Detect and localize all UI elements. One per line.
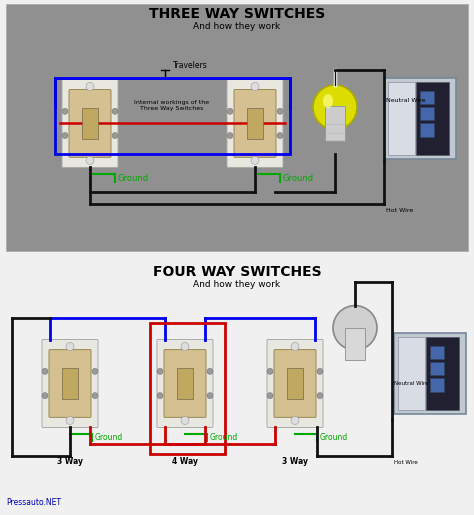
Circle shape (181, 342, 189, 351)
Text: Internal workings of the
Three Way Switches: Internal workings of the Three Way Switc… (135, 100, 210, 111)
Text: Ground: Ground (118, 174, 149, 182)
Circle shape (157, 392, 163, 399)
Text: Ground: Ground (283, 174, 314, 182)
Bar (325, 106, 345, 141)
Bar (82, 108, 98, 139)
Text: Ground: Ground (320, 433, 348, 441)
Bar (388, 82, 415, 155)
Circle shape (42, 392, 48, 399)
Bar (62, 368, 78, 399)
Circle shape (92, 368, 98, 374)
Text: Ground: Ground (210, 433, 238, 441)
Circle shape (207, 368, 213, 374)
Bar (419, 124, 434, 136)
Circle shape (62, 132, 68, 139)
Bar (419, 91, 434, 104)
Circle shape (277, 132, 283, 139)
Bar (384, 78, 456, 159)
Text: THREE WAY SWITCHES: THREE WAY SWITCHES (149, 7, 325, 21)
FancyBboxPatch shape (49, 350, 91, 417)
FancyBboxPatch shape (267, 339, 323, 427)
Circle shape (92, 392, 98, 399)
Circle shape (267, 368, 273, 374)
Text: And how they work: And how they work (193, 280, 281, 289)
FancyBboxPatch shape (164, 350, 206, 417)
Circle shape (317, 368, 323, 374)
Text: 4 Way: 4 Way (172, 457, 198, 467)
Circle shape (317, 392, 323, 399)
FancyBboxPatch shape (42, 339, 98, 427)
Circle shape (66, 342, 74, 351)
Circle shape (291, 342, 299, 351)
Bar (345, 328, 365, 360)
Bar (429, 346, 444, 359)
Circle shape (112, 108, 118, 114)
Circle shape (66, 416, 74, 424)
Text: Travelers: Travelers (173, 61, 208, 70)
Text: Hot Wire: Hot Wire (394, 460, 418, 466)
Circle shape (267, 392, 273, 399)
Text: Ground: Ground (95, 433, 123, 441)
Circle shape (181, 416, 189, 424)
Text: And how they work: And how they work (193, 22, 281, 31)
Circle shape (207, 392, 213, 399)
Text: 3 Way: 3 Way (57, 457, 83, 467)
Circle shape (62, 108, 68, 114)
Bar (177, 368, 193, 399)
Circle shape (86, 82, 94, 91)
FancyBboxPatch shape (227, 79, 283, 167)
Text: Neutral Wire: Neutral Wire (394, 381, 428, 386)
Bar (416, 82, 449, 155)
FancyBboxPatch shape (62, 79, 118, 167)
Circle shape (313, 85, 357, 129)
Circle shape (251, 82, 259, 91)
Bar (398, 337, 425, 410)
Circle shape (42, 368, 48, 374)
Ellipse shape (323, 94, 333, 108)
Circle shape (333, 305, 377, 350)
Bar (287, 368, 303, 399)
Text: 3 Way: 3 Way (282, 457, 308, 467)
FancyBboxPatch shape (234, 90, 276, 157)
Bar (150, 323, 225, 454)
Circle shape (227, 132, 233, 139)
Bar (394, 333, 466, 414)
Bar (426, 337, 459, 410)
FancyBboxPatch shape (157, 339, 213, 427)
Bar (55, 78, 290, 154)
Text: Pressauto.NET: Pressauto.NET (6, 498, 61, 507)
Bar (429, 379, 444, 391)
Circle shape (112, 132, 118, 139)
Circle shape (157, 368, 163, 374)
FancyBboxPatch shape (274, 350, 316, 417)
FancyBboxPatch shape (69, 90, 111, 157)
Bar (419, 107, 434, 121)
Text: Hot Wire: Hot Wire (386, 209, 413, 213)
Circle shape (291, 416, 299, 424)
Circle shape (251, 156, 259, 164)
Circle shape (86, 156, 94, 164)
Text: FOUR WAY SWITCHES: FOUR WAY SWITCHES (153, 265, 321, 279)
Circle shape (277, 108, 283, 114)
Bar (429, 362, 444, 375)
Text: Neutral Wire: Neutral Wire (386, 98, 426, 102)
Bar (247, 108, 263, 139)
Circle shape (227, 108, 233, 114)
